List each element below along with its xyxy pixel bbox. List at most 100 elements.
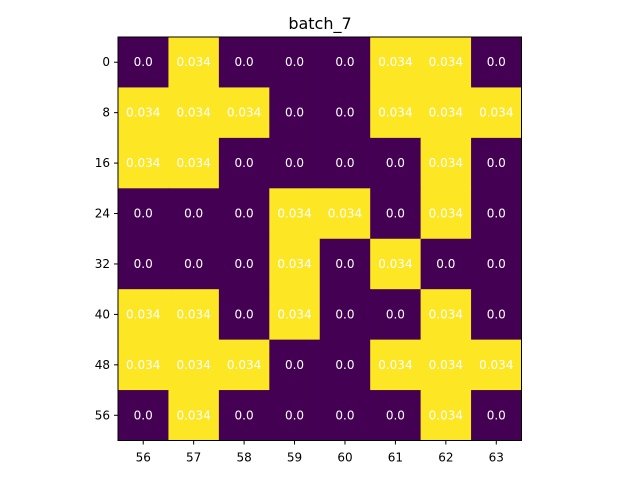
cell-value-label: 0.0 <box>285 55 304 69</box>
cell-value-label: 0.0 <box>184 207 203 221</box>
cell-value-label: 0.0 <box>386 207 405 221</box>
heatmap-cell <box>168 289 220 341</box>
heatmap-cell <box>420 87 472 139</box>
cell-value-label: 0.034 <box>277 207 311 221</box>
cell-value-label: 0.0 <box>285 408 304 422</box>
heatmap-cell <box>269 87 321 139</box>
y-axis: 0 8 16 24 32 40 48 56 <box>95 55 118 422</box>
heatmap-cell <box>118 339 169 391</box>
cell-value-label: 0.0 <box>285 106 304 120</box>
cell-value-label: 0.034 <box>479 358 513 372</box>
heatmap-cell <box>168 37 220 88</box>
heatmap-cell <box>269 188 321 240</box>
heatmap-cell <box>471 289 522 341</box>
heatmap-cell <box>370 289 422 341</box>
heatmap-cell <box>168 238 220 290</box>
cell-value-label: 0.034 <box>126 307 160 321</box>
heatmap-cell <box>218 339 270 391</box>
heatmap-cell <box>269 289 321 341</box>
cell-value-label: 0.034 <box>429 358 463 372</box>
y-tick-label: 56 <box>95 408 110 422</box>
cell-value-label: 0.0 <box>235 257 254 271</box>
heatmap-cell <box>370 339 422 391</box>
chart-title: batch_7 <box>288 14 351 34</box>
heatmap-cell <box>471 188 522 240</box>
cell-value-label: 0.034 <box>429 307 463 321</box>
heatmap-cell <box>370 37 422 88</box>
heatmap-cell <box>218 137 270 189</box>
cell-value-label: 0.034 <box>429 55 463 69</box>
cell-value-label: 0.0 <box>487 156 506 170</box>
cell-value-label: 0.0 <box>487 257 506 271</box>
cell-value-label: 0.034 <box>176 408 210 422</box>
heatmap-cell <box>319 289 371 341</box>
heatmap-cell <box>118 188 169 240</box>
cell-value-label: 0.034 <box>176 55 210 69</box>
cell-value-label: 0.0 <box>487 55 506 69</box>
cell-value-label: 0.0 <box>335 307 354 321</box>
heatmap-cell <box>420 188 472 240</box>
heatmap-cell <box>420 238 472 290</box>
cell-value-label: 0.0 <box>134 408 153 422</box>
x-tick-label: 60 <box>337 451 352 465</box>
heatmap-cell <box>319 390 371 441</box>
cell-value-label: 0.0 <box>235 207 254 221</box>
cell-value-label: 0.0 <box>386 307 405 321</box>
heatmap-cell <box>420 137 472 189</box>
cell-value-label: 0.0 <box>335 358 354 372</box>
heatmap-cell <box>168 87 220 139</box>
heatmap-cell <box>269 390 321 441</box>
heatmap-cell <box>118 390 169 441</box>
heatmap-cell <box>218 87 270 139</box>
heatmap-cell <box>118 289 169 341</box>
cell-value-label: 0.034 <box>277 307 311 321</box>
heatmap-cell <box>420 37 472 88</box>
cell-value-label: 0.0 <box>235 156 254 170</box>
heatmap-cell <box>269 137 321 189</box>
plot-frame <box>117 36 522 441</box>
heatmap-cell <box>118 87 169 139</box>
cell-value-label: 0.034 <box>378 257 412 271</box>
cell-value-label: 0.034 <box>429 156 463 170</box>
cell-value-label: 0.0 <box>335 106 354 120</box>
heatmap-cell <box>471 137 522 189</box>
cell-value-label: 0.034 <box>277 257 311 271</box>
heatmap-cell <box>370 87 422 139</box>
cell-value-label: 0.034 <box>126 156 160 170</box>
heatmap-cell-labels: 0.0 0.034 0.0 0.0 0.0 0.034 0.034 0.0 0.034 0.034… <box>126 55 513 422</box>
heatmap-cell <box>370 390 422 441</box>
heatmap-cell <box>218 390 270 441</box>
cell-value-label: 0.034 <box>176 358 210 372</box>
y-tick-label: 40 <box>95 307 110 321</box>
cell-value-label: 0.0 <box>184 257 203 271</box>
heatmap-cell <box>471 37 522 88</box>
x-tick-label: 62 <box>438 451 453 465</box>
heatmap-cell <box>118 238 169 290</box>
cell-value-label: 0.0 <box>134 257 153 271</box>
heatmap-cell <box>319 188 371 240</box>
cell-value-label: 0.0 <box>436 257 455 271</box>
heatmap-cell <box>269 339 321 391</box>
x-tick-label: 59 <box>287 451 302 465</box>
y-tick-label: 48 <box>95 358 110 372</box>
heatmap-cell <box>218 289 270 341</box>
heatmap-cell <box>269 238 321 290</box>
heatmap-cell <box>471 238 522 290</box>
cell-value-label: 0.0 <box>235 55 254 69</box>
x-tick-label: 56 <box>136 451 151 465</box>
heatmap-cells <box>118 37 522 441</box>
heatmap-cell <box>319 339 371 391</box>
heatmap-cell <box>218 238 270 290</box>
heatmap-cell <box>118 137 169 189</box>
cell-value-label: 0.0 <box>386 156 405 170</box>
cell-value-label: 0.0 <box>487 207 506 221</box>
cell-value-label: 0.0 <box>285 358 304 372</box>
x-tick-label: 63 <box>489 451 504 465</box>
cell-value-label: 0.0 <box>335 156 354 170</box>
cell-value-label: 0.0 <box>285 156 304 170</box>
y-tick-label: 16 <box>95 156 110 170</box>
heatmap-cell <box>319 238 371 290</box>
cell-value-label: 0.034 <box>429 408 463 422</box>
cell-value-label: 0.0 <box>134 55 153 69</box>
